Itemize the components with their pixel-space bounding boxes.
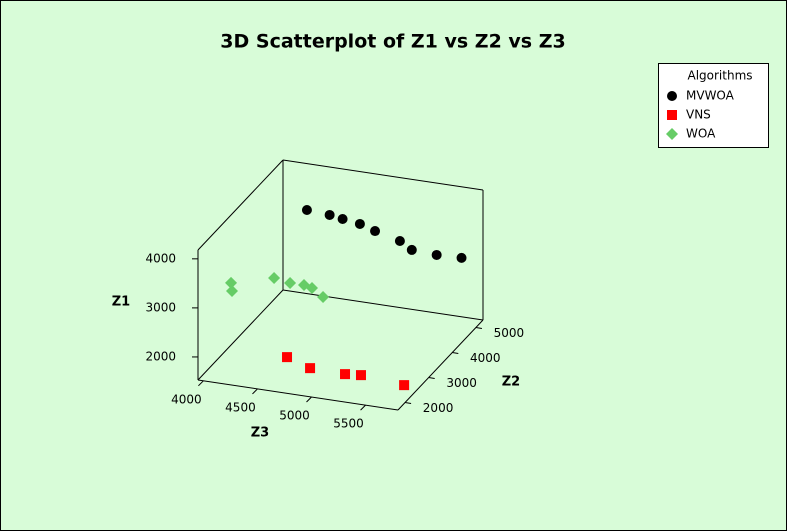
x-tick-label: 4500 [225, 400, 256, 414]
x-tick-label: 5000 [279, 409, 310, 423]
x-axis-label: Z3 [251, 426, 269, 441]
z-tick-label: 4000 [145, 251, 176, 265]
y-tick [405, 402, 412, 404]
z-tick-label: 3000 [145, 300, 176, 314]
y-tick [452, 352, 459, 354]
chart-title: 3D Scatterplot of Z1 vs Z2 vs Z3 [220, 31, 565, 53]
y-tick-label: 5000 [494, 326, 525, 340]
point [456, 252, 467, 263]
point [340, 369, 351, 380]
y-tick-label: 3000 [446, 376, 477, 390]
point [431, 249, 442, 260]
x-tick [252, 388, 258, 395]
point [406, 244, 417, 255]
point [370, 226, 381, 237]
legend-label: WOA [686, 127, 716, 141]
legend-title: Algorithms [687, 69, 752, 83]
point [355, 370, 366, 381]
point [337, 214, 348, 225]
point [354, 218, 365, 229]
x-tick [360, 404, 366, 411]
point [317, 291, 330, 304]
legend-marker [667, 91, 677, 101]
point [394, 235, 405, 246]
point [268, 271, 281, 284]
y-tick-label: 2000 [423, 401, 454, 415]
z-tick-label: 2000 [145, 349, 176, 363]
y-tick [428, 377, 435, 379]
point [284, 276, 297, 289]
box-edge [397, 319, 484, 411]
y-tick [475, 327, 482, 329]
x-tick [198, 380, 204, 387]
point [301, 205, 312, 216]
box-edge [282, 159, 484, 191]
point [282, 352, 293, 363]
box-edge [282, 289, 484, 321]
point [306, 281, 319, 294]
legend-marker [666, 128, 678, 140]
box-edge [197, 289, 284, 381]
legend-marker [667, 110, 677, 120]
y-tick-label: 4000 [470, 351, 501, 365]
x-tick [306, 396, 312, 403]
box-edge [197, 379, 399, 411]
point [305, 363, 316, 374]
box-edge [197, 159, 284, 251]
point [226, 285, 239, 298]
y-axis-label: Z2 [502, 375, 520, 390]
point [225, 276, 238, 289]
legend-label: VNS [686, 108, 711, 122]
point [399, 380, 410, 391]
x-tick-label: 5500 [333, 417, 364, 431]
legend-label: MVWOA [686, 89, 735, 103]
z-axis-label: Z1 [112, 295, 130, 310]
x-tick-label: 4000 [171, 392, 202, 406]
point [324, 209, 335, 220]
